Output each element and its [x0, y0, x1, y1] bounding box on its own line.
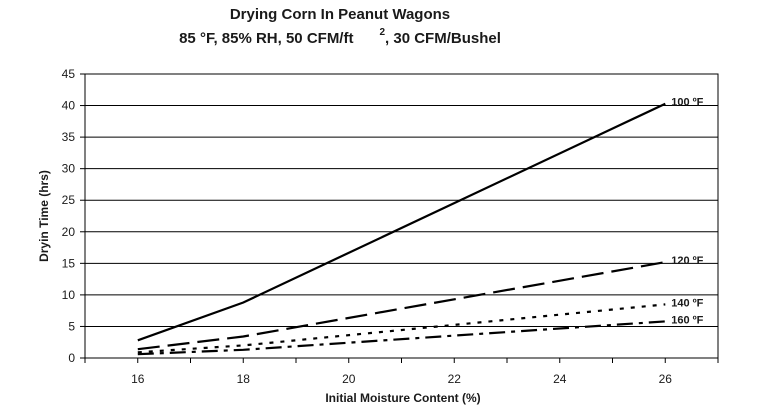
x-tick-label: 24	[553, 372, 567, 386]
y-tick-label: 40	[62, 99, 76, 113]
series-label-3: 160 ºF	[671, 314, 703, 326]
y-tick-label: 20	[62, 225, 76, 239]
x-axis-title: Initial Moisture Content (%)	[325, 391, 480, 405]
y-tick-label: 25	[62, 193, 76, 207]
subtitle-suffix: , 30 CFM/Bushel	[385, 30, 501, 47]
subtitle-main: 85 °F, 85% RH, 50 CFM/ft	[179, 30, 353, 47]
x-tick-label: 16	[131, 372, 145, 386]
x-tick-label: 26	[659, 372, 673, 386]
x-tick-label: 18	[237, 372, 251, 386]
series-line-1	[137, 261, 666, 351]
series-line-0	[137, 102, 666, 342]
series-line-2	[137, 303, 666, 354]
chart-title: Drying Corn In Peanut Wagons	[230, 6, 450, 23]
x-tick-label: 20	[342, 372, 356, 386]
plot-border	[84, 73, 719, 359]
subtitle-superscript: 2	[379, 27, 385, 38]
series-label-2: 140 ºF	[671, 297, 703, 309]
series-label-1: 120 ºF	[671, 255, 703, 267]
y-tick-label: 10	[62, 288, 76, 302]
series-line-3	[137, 320, 666, 356]
y-tick-label: 35	[62, 130, 76, 144]
y-tick-label: 15	[62, 256, 76, 270]
x-tick-label: 22	[448, 372, 462, 386]
chart-subtitle: 85 °F, 85% RH, 50 CFM/ft 2, 30 CFM/Bushel	[179, 27, 501, 47]
y-axis-title: Dryin Time (hrs)	[37, 170, 51, 262]
plot-area: 0 5 10 15 20 25 30 35 40 45 16 18 20 22 24 26 100 ºF 120 …	[62, 67, 719, 386]
y-tick-label: 30	[62, 162, 76, 176]
y-tick-label: 5	[68, 319, 75, 333]
y-tick-label: 0	[68, 351, 75, 365]
series-label-0: 100 ºF	[671, 97, 703, 109]
y-tick-label: 45	[62, 67, 76, 81]
